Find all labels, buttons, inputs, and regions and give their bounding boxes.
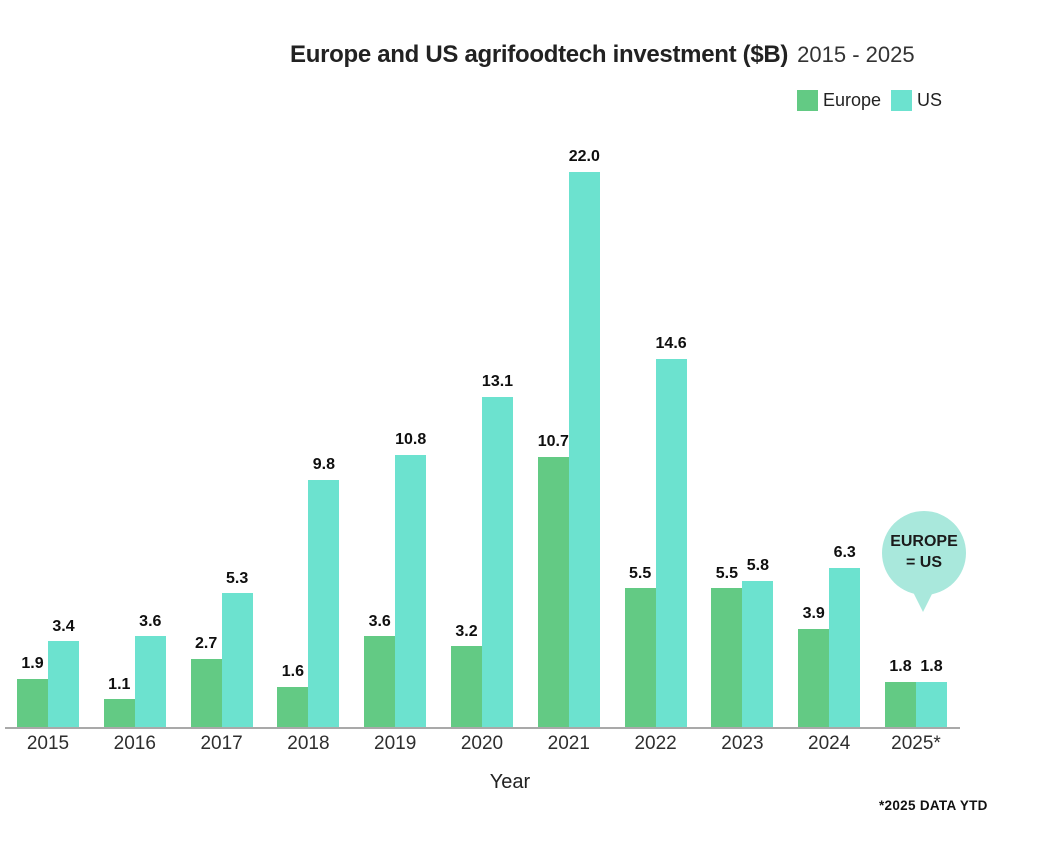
legend-swatch-europe [797, 90, 818, 111]
x-tick-label: 2018 [287, 733, 330, 754]
value-label-europe: 2.7 [194, 635, 218, 653]
x-tick-label: 2024 [808, 733, 851, 754]
annotation-bubble: EUROPE = US [882, 511, 966, 595]
chart-title: Europe and US agrifoodtech investment ($… [290, 41, 915, 69]
legend: Europe US [797, 90, 942, 111]
annotation-bubble-line1: EUROPE [890, 533, 958, 551]
bar-europe [277, 686, 309, 727]
value-label-europe: 10.7 [537, 433, 569, 451]
value-label-us: 3.6 [139, 612, 162, 630]
value-label-europe: 1.6 [281, 663, 305, 681]
x-tick-label: 2015 [26, 733, 70, 754]
bar-europe [885, 681, 916, 727]
value-label-europe: 3.2 [455, 622, 478, 640]
bar-europe [190, 658, 222, 727]
legend-swatch-us [891, 90, 913, 111]
bar-us [568, 172, 600, 727]
value-label-us: 5.8 [746, 557, 770, 575]
value-label-us: 9.8 [312, 456, 336, 474]
bar-europe [103, 699, 135, 727]
bar-europe [711, 588, 743, 727]
value-label-us: 3.4 [52, 617, 75, 635]
bar-us [48, 641, 79, 727]
value-label-us: 13.1 [481, 372, 514, 390]
footnote: *2025 DATA YTD [879, 798, 988, 813]
x-tick-label: 2022 [634, 733, 677, 754]
value-label-us: 22.0 [568, 148, 600, 166]
chart-title-main: Europe and US agrifoodtech investment ($… [290, 41, 789, 68]
x-axis-line [5, 727, 960, 729]
value-label-europe: 5.5 [715, 564, 739, 582]
x-tick-label: 2021 [547, 733, 590, 754]
legend-label-us: US [917, 90, 943, 110]
bar-us [916, 681, 947, 727]
bar-us [482, 396, 513, 727]
bar-europe [537, 457, 569, 727]
chart-title-range: 2015 - 2025 [797, 42, 915, 67]
value-label-europe: 5.5 [628, 564, 652, 582]
bar-us [221, 593, 253, 727]
bar-us [829, 568, 861, 727]
value-label-europe: 1.9 [21, 655, 44, 673]
bar-europe [364, 636, 396, 727]
value-label-us: 14.6 [655, 335, 687, 353]
legend-item-europe: Europe [797, 90, 881, 111]
x-tick-label: 2019 [374, 733, 417, 754]
value-label-europe: 1.1 [108, 675, 131, 693]
value-label-europe: 1.8 [889, 658, 912, 675]
bar-us [134, 636, 166, 727]
bar-us [742, 580, 774, 727]
bar-europe [451, 646, 482, 727]
x-tick-label: 2020 [460, 733, 504, 754]
bar-us [308, 479, 340, 727]
value-label-us: 1.8 [920, 658, 943, 675]
legend-label-europe: Europe [823, 90, 882, 110]
bar-us [395, 454, 427, 727]
value-label-europe: 3.6 [368, 612, 391, 630]
legend-item-us: US [891, 90, 942, 111]
x-tick-label: 2023 [721, 733, 764, 754]
x-tick-label: 2025* [891, 733, 941, 754]
annotation-bubble-line2: = US [905, 554, 942, 571]
value-label-europe: 3.9 [802, 605, 825, 623]
bar-us [655, 358, 687, 727]
x-axis-title: Year [489, 771, 531, 793]
x-tick-label: 2017 [200, 733, 243, 754]
plot-area: 1.9 3.4 1.1 3.6 2.7 5.3 1.6 9.8 3.6 10.8 3.2 13.1 10… [17, 148, 947, 727]
bar-europe [798, 628, 830, 727]
bar-europe [624, 588, 656, 727]
x-tick-label: 2016 [113, 733, 156, 754]
value-label-us: 10.8 [395, 430, 427, 448]
value-label-us: 6.3 [833, 544, 856, 562]
annotation-bubble-tail-icon [912, 590, 934, 612]
value-label-us: 5.3 [225, 569, 249, 587]
bar-europe [17, 679, 48, 727]
